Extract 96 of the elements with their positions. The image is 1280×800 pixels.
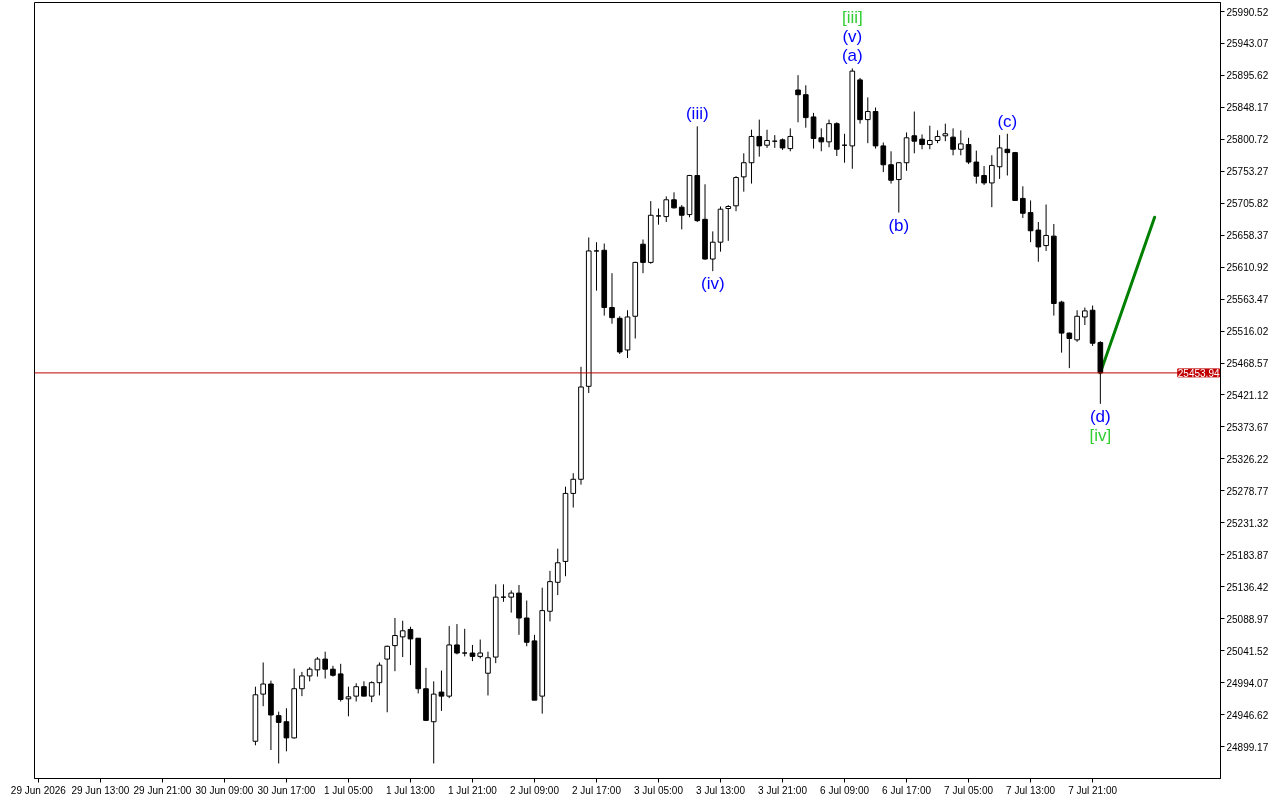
candlestick (981, 165, 987, 186)
candlestick (802, 84, 809, 129)
y-tick-label: 25088.97 (1226, 613, 1269, 625)
x-tick-label: 29 Jun 21:00 (133, 784, 192, 796)
candlestick (826, 119, 832, 148)
candlestick (919, 133, 925, 150)
y-tick-label: 25278.77 (1226, 485, 1269, 497)
candlestick (965, 137, 972, 165)
candlestick (260, 661, 266, 707)
candlestick (740, 152, 747, 193)
annotation: (c) (997, 111, 1018, 131)
candlestick (485, 651, 491, 696)
annotation: [iv] (1089, 425, 1112, 445)
candlestick (810, 112, 817, 150)
y-tick-label: 25848.17 (1226, 102, 1269, 114)
y-tick-label: 24899.17 (1226, 741, 1269, 753)
candlestick (1074, 309, 1080, 343)
y-tick-label: 25516.02 (1226, 326, 1269, 338)
candlestick (353, 682, 360, 703)
candlestick (795, 74, 801, 123)
x-tick-label: 6 Jul 17:00 (882, 784, 932, 796)
candlestick (888, 150, 894, 185)
candlestick (818, 127, 825, 152)
candlestick (508, 589, 515, 614)
annotation: (iv) (700, 274, 725, 294)
candlestick (895, 161, 902, 214)
y-tick-label: 25326.22 (1226, 453, 1269, 465)
annotation: (b) (888, 215, 910, 235)
x-tick-label: 3 Jul 13:00 (696, 784, 746, 796)
candlestick (392, 617, 398, 672)
annotation: (v) (842, 27, 863, 47)
y-tick-label: 25895.62 (1226, 70, 1269, 82)
candlestick (554, 548, 561, 596)
candlestick (989, 154, 995, 208)
candlestick (663, 195, 670, 223)
candlestick (1043, 203, 1049, 252)
x-tick-label: 29 Jun 13:00 (71, 784, 130, 796)
candlestick (609, 272, 615, 325)
candlestick (454, 623, 460, 655)
candlestick (709, 230, 716, 272)
y-tick-label: 25753.27 (1226, 166, 1269, 178)
annotation: [iii] (841, 8, 863, 28)
ref-line-label: 25453.94 (1177, 367, 1220, 379)
candlestick (926, 125, 933, 150)
y-tick-label: 25705.82 (1226, 198, 1269, 210)
candlestick (764, 129, 770, 149)
y-tick-label: 25943.07 (1226, 38, 1269, 50)
candlestick (864, 96, 871, 144)
x-tick-label: 6 Jul 09:00 (820, 784, 870, 796)
y-tick-label: 25373.67 (1226, 421, 1269, 433)
x-tick-label: 29 Jun 2026 (10, 784, 67, 796)
x-tick-label: 7 Jul 05:00 (944, 784, 994, 796)
x-tick-label: 1 Jul 21:00 (448, 784, 498, 796)
candlestick (880, 142, 887, 173)
y-tick-label: 25800.72 (1226, 134, 1269, 146)
candlestick (640, 239, 646, 274)
candlestick (678, 204, 685, 230)
x-tick-label: 7 Jul 13:00 (1006, 784, 1056, 796)
candlestick (671, 191, 677, 210)
candlestick (299, 671, 305, 697)
y-tick-label: 24994.07 (1226, 677, 1269, 689)
candlestick (1020, 185, 1026, 219)
annotation: (d) (1089, 406, 1111, 426)
x-tick-label: 3 Jul 05:00 (634, 784, 684, 796)
y-tick-label: 25136.42 (1226, 581, 1269, 593)
y-tick-label: 25183.87 (1226, 549, 1269, 561)
x-tick-label: 1 Jul 05:00 (323, 784, 374, 796)
y-tick-label: 25563.47 (1226, 294, 1269, 306)
x-tick-label: 3 Jul 21:00 (758, 784, 808, 796)
annotation: (iii) (685, 104, 709, 124)
candlestick (322, 651, 329, 680)
candlestick (957, 129, 964, 156)
annotation: (a) (841, 46, 863, 66)
candlestick (477, 639, 484, 659)
x-tick-label: 7 Jul 21:00 (1068, 784, 1118, 796)
x-tick-label: 2 Jul 17:00 (572, 784, 622, 796)
x-tick-label: 1 Jul 13:00 (385, 784, 436, 796)
candlestick (570, 472, 577, 509)
candlestick (593, 241, 600, 292)
candlestick (725, 204, 732, 242)
candlestick (384, 645, 391, 713)
y-tick-label: 25041.52 (1226, 645, 1269, 657)
y-tick-label: 25610.92 (1226, 262, 1269, 274)
candlestick (1066, 331, 1073, 369)
y-tick-label: 25231.32 (1226, 517, 1269, 529)
y-tick-label: 24946.62 (1226, 709, 1269, 721)
y-tick-label: 25990.52 (1226, 6, 1269, 18)
x-tick-label: 30 Jun 17:00 (257, 784, 316, 796)
candlestick (461, 628, 468, 657)
candlestick (973, 150, 980, 185)
x-tick-label: 30 Jun 09:00 (195, 784, 254, 796)
y-tick-label: 25421.12 (1226, 390, 1269, 401)
candlestick (950, 127, 956, 156)
x-tick-label: 2 Jul 09:00 (510, 784, 560, 796)
y-tick-label: 25468.57 (1226, 358, 1269, 370)
y-tick-label: 25658.37 (1226, 230, 1269, 242)
